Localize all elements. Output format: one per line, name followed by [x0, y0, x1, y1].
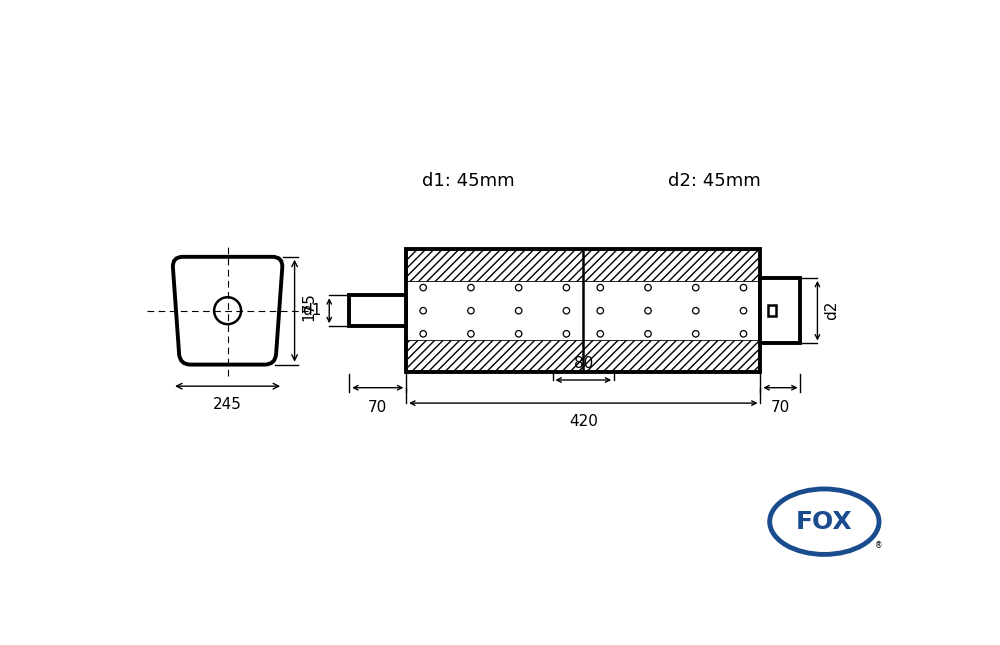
Bar: [406, 340, 583, 372]
PathPatch shape: [173, 257, 282, 364]
Ellipse shape: [770, 489, 879, 555]
Bar: [583, 340, 760, 372]
Text: 80: 80: [574, 356, 593, 371]
Bar: [768, 305, 776, 316]
Bar: [406, 249, 760, 372]
Text: 245: 245: [213, 397, 242, 412]
Text: d1: 45mm: d1: 45mm: [422, 172, 514, 190]
Text: d2: d2: [824, 301, 839, 321]
Text: ®: ®: [874, 541, 882, 550]
Text: 70: 70: [771, 400, 790, 415]
Bar: [583, 249, 760, 281]
Bar: [760, 278, 800, 343]
Text: FOX: FOX: [796, 510, 853, 533]
Text: d2: 45mm: d2: 45mm: [668, 172, 761, 190]
Text: d1: d1: [302, 303, 322, 318]
Bar: [406, 249, 583, 281]
Bar: [583, 249, 760, 281]
Text: 70: 70: [368, 400, 387, 415]
Bar: [349, 295, 406, 326]
Text: 420: 420: [569, 414, 598, 429]
Bar: [583, 340, 760, 372]
Bar: [406, 340, 583, 372]
Text: 175: 175: [302, 292, 317, 321]
Bar: [406, 249, 583, 281]
